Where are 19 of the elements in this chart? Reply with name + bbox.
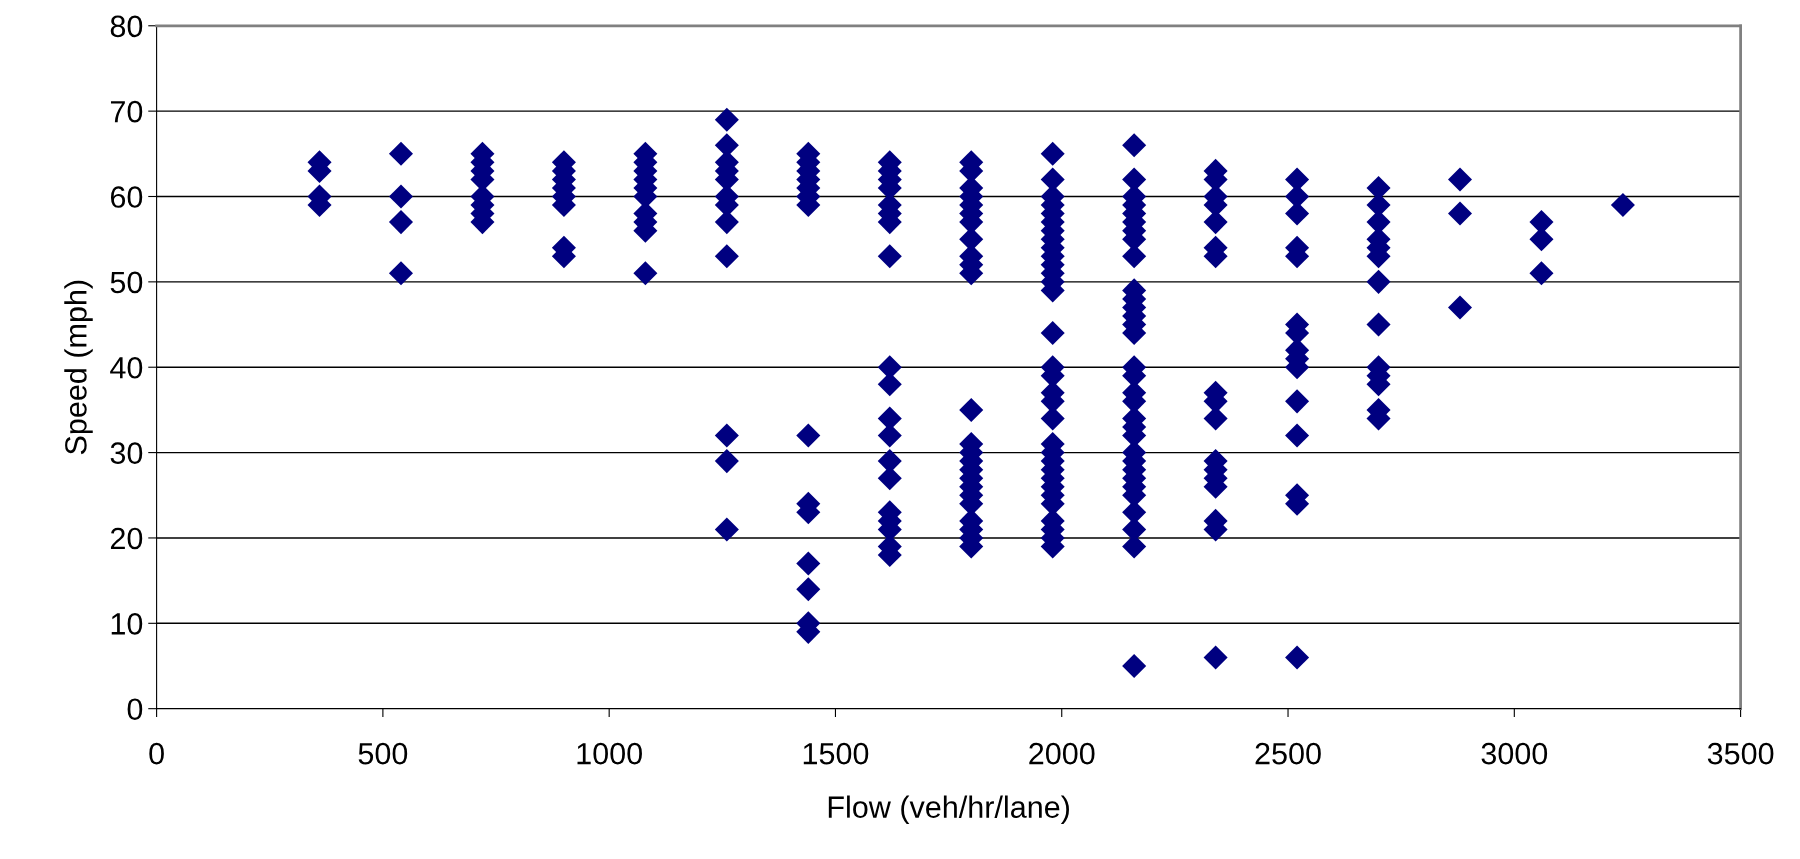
x-tick-label: 0 [149,742,164,765]
x-tick-label: 500 [358,742,408,765]
x-tick-label: 3500 [1707,742,1774,765]
y-tick-label: 70 [110,100,143,123]
x-tick-label: 3000 [1481,742,1548,765]
y-tick-label: 50 [110,271,143,294]
y-tick-label: 40 [110,356,143,379]
x-tick-label: 1000 [577,742,642,765]
y-tick-label: 20 [110,527,143,550]
y-tick-label: 0 [127,698,143,721]
x-tick-label: 1500 [803,742,869,765]
y-tick-label: 30 [110,442,143,464]
y-tick-label: 80 [110,15,143,38]
y-tick-label: 60 [110,186,143,208]
y-tick-label: 10 [111,613,143,635]
x-axis-title: Flow (veh/hr/lane) [828,795,1069,824]
x-tick-label: 2000 [1029,742,1095,765]
y-axis-title: Speed (mph) [64,280,93,455]
x-tick-label: 2500 [1255,742,1321,765]
